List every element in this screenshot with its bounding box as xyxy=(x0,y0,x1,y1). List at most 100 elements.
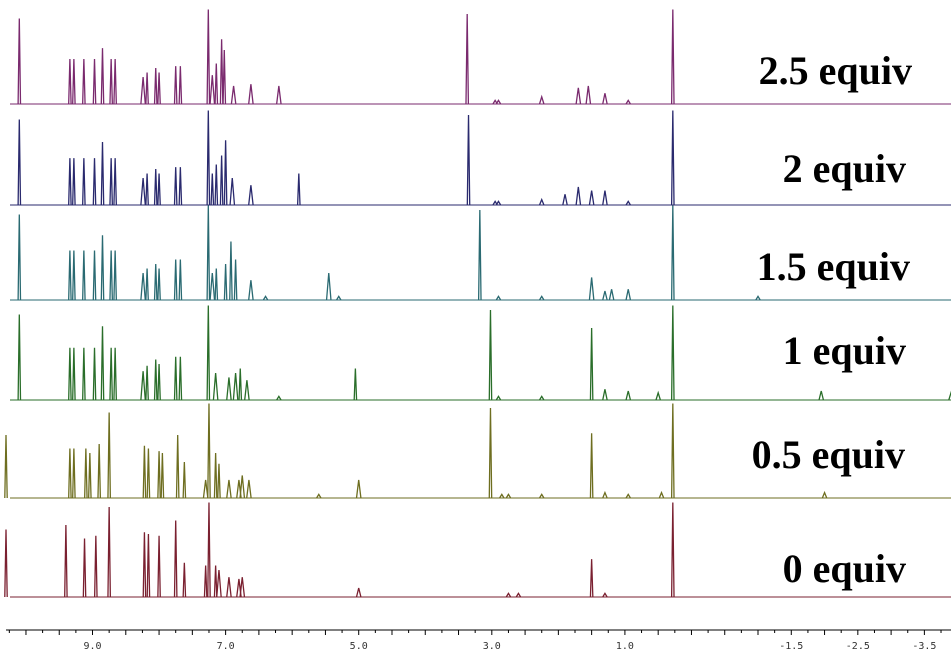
spectrum-peak xyxy=(755,295,761,301)
spectrum-peak xyxy=(82,250,86,301)
x-tick-label: -2.5 xyxy=(846,641,870,651)
spectrum-peak xyxy=(178,356,183,401)
spectrum-peak xyxy=(588,277,595,301)
spectrum-peak xyxy=(248,280,254,301)
spectrum-peak xyxy=(153,263,158,301)
spectrum-peak xyxy=(82,538,87,598)
spectrum-peak xyxy=(209,272,216,301)
spectrum-peak xyxy=(216,569,222,598)
spectrum-peak xyxy=(88,452,92,499)
spectrum-peak xyxy=(140,371,146,401)
spectrum-peak xyxy=(625,390,632,401)
spectrum-peak xyxy=(92,250,97,301)
spectrum-peak xyxy=(589,327,594,401)
series-label: 2 equiv xyxy=(783,146,906,191)
spectrum-peak xyxy=(589,433,594,499)
x-tick-label: 7.0 xyxy=(217,641,235,651)
spectrum-peak xyxy=(602,290,608,301)
spectrum-peak xyxy=(4,434,8,499)
spectrum-trace-1 xyxy=(10,110,951,206)
spectrum-peak xyxy=(145,365,149,401)
spectrum-peak xyxy=(499,493,505,499)
spectrum-peak xyxy=(230,85,237,105)
spectrum-peak xyxy=(214,164,219,206)
spectrum-peak xyxy=(353,368,358,401)
spectrum-peak xyxy=(145,72,149,105)
spectrum-peak xyxy=(206,205,211,301)
series-label: 1.5 equiv xyxy=(757,244,910,289)
spectrum-peak xyxy=(153,67,158,105)
spectrum-peak xyxy=(173,259,178,301)
spectrum-peak xyxy=(246,479,252,499)
spectrum-peak xyxy=(92,58,97,105)
spectrum-peak xyxy=(109,158,113,206)
spectrum-peak xyxy=(538,493,545,499)
spectrum-peak xyxy=(226,479,232,499)
spectrum-peak xyxy=(109,58,113,105)
spectrum-peak xyxy=(68,347,72,401)
spectrum-peak xyxy=(113,58,117,105)
spectrum-peak xyxy=(82,58,86,105)
spectrum-peak xyxy=(602,389,608,401)
spectrum-peak xyxy=(316,493,322,499)
spectrum-peak xyxy=(175,434,180,499)
spectrum-peak xyxy=(495,200,502,206)
spectrum-peak xyxy=(562,194,568,206)
spectrum-peak xyxy=(625,289,632,301)
x-tick-label: -3.5 xyxy=(912,641,936,651)
spectrum-peak xyxy=(239,577,246,598)
spectrum-peak xyxy=(68,250,72,301)
spectrum-peak xyxy=(608,289,615,301)
spectrum-peak xyxy=(93,535,98,598)
spectrum-peak xyxy=(209,75,216,105)
spectrum-peak xyxy=(212,372,219,401)
spectrum-peak xyxy=(100,326,105,401)
spectrum-peak xyxy=(538,395,545,401)
x-tick-label: 5.0 xyxy=(350,641,368,651)
spectrum-peak xyxy=(142,532,147,598)
spectrum-peak xyxy=(153,359,158,401)
spectrum-peak xyxy=(206,305,211,401)
spectrum-peak xyxy=(465,13,470,105)
spectrum-peak xyxy=(160,452,165,499)
spectrum-peak xyxy=(232,372,239,401)
spectrum-peak xyxy=(670,502,675,598)
spectrum-peak xyxy=(538,295,545,301)
spectrum-peak xyxy=(575,87,582,105)
series-label: 0.5 equiv xyxy=(752,432,905,477)
spectrum-peak xyxy=(588,190,595,206)
spectrum-peak xyxy=(153,168,158,206)
spectrum-peak xyxy=(488,407,493,499)
spectrum-peak xyxy=(178,167,183,206)
spectrum-peak xyxy=(17,18,22,105)
spectrum-trace-4 xyxy=(4,403,951,499)
spectrum-peak xyxy=(173,167,178,206)
spectrum-peak xyxy=(202,479,209,499)
spectrum-peak xyxy=(97,443,102,499)
spectrum-trace-5 xyxy=(4,502,951,598)
spectrum-peak xyxy=(625,493,631,499)
spectrum-peak xyxy=(72,58,76,105)
x-tick-label: 1.0 xyxy=(616,641,634,651)
spectrum-peak xyxy=(248,84,254,105)
spectrum-peak xyxy=(113,347,117,401)
spectrum-peak xyxy=(238,368,243,401)
series-label: 2.5 equiv xyxy=(759,48,912,93)
spectrum-peak xyxy=(100,141,105,206)
spectrum-peak xyxy=(248,185,254,206)
spectrum-peak xyxy=(505,592,512,598)
spectrum-peak xyxy=(100,48,105,105)
spectrum-peak xyxy=(495,395,502,401)
x-tick-label: 9.0 xyxy=(83,641,101,651)
spectrum-peak xyxy=(219,39,224,105)
spectrum-peak xyxy=(670,9,675,105)
spectrum-peak xyxy=(505,493,512,499)
spectrum-peak xyxy=(92,347,97,401)
spectrum-peak xyxy=(335,295,342,301)
spectrum-peak xyxy=(72,158,76,206)
spectrum-trace-0 xyxy=(10,9,951,105)
spectrum-peak xyxy=(488,309,493,401)
spectrum-peak xyxy=(100,235,105,301)
spectrum-peak xyxy=(145,173,149,206)
